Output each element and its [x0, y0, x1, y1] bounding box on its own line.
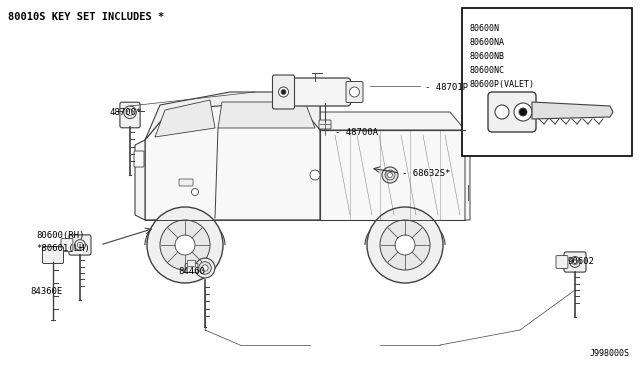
Circle shape	[198, 262, 211, 274]
FancyBboxPatch shape	[188, 260, 196, 267]
Circle shape	[570, 257, 580, 267]
FancyBboxPatch shape	[564, 252, 586, 272]
Circle shape	[310, 170, 320, 180]
Circle shape	[572, 259, 578, 265]
Circle shape	[281, 90, 286, 94]
Text: 80600N: 80600N	[470, 24, 500, 33]
Text: 80010S KEY SET INCLUDES *: 80010S KEY SET INCLUDES *	[8, 12, 164, 22]
Bar	[462, 8, 632, 156]
Polygon shape	[218, 102, 315, 128]
Text: 48700*: 48700*	[110, 108, 142, 116]
Circle shape	[385, 170, 395, 180]
FancyBboxPatch shape	[120, 102, 140, 128]
Circle shape	[382, 167, 398, 183]
Text: 84460: 84460	[178, 267, 205, 276]
Text: 90602: 90602	[568, 257, 595, 266]
Circle shape	[387, 173, 392, 177]
Circle shape	[380, 220, 430, 270]
Text: 80600NC: 80600NC	[470, 66, 505, 75]
Circle shape	[191, 189, 198, 196]
Circle shape	[77, 242, 83, 248]
Polygon shape	[145, 100, 320, 220]
Text: 80600(RH): 80600(RH)	[36, 231, 84, 240]
Circle shape	[127, 109, 133, 115]
Polygon shape	[320, 130, 465, 220]
Polygon shape	[532, 102, 613, 119]
Circle shape	[124, 106, 136, 119]
FancyBboxPatch shape	[346, 81, 363, 103]
Text: J998000S: J998000S	[590, 349, 630, 358]
FancyBboxPatch shape	[42, 247, 63, 263]
Text: 80600P(VALET): 80600P(VALET)	[470, 80, 535, 89]
Text: - 48701P: - 48701P	[425, 83, 468, 92]
Circle shape	[519, 108, 527, 116]
Polygon shape	[145, 92, 320, 140]
FancyBboxPatch shape	[185, 263, 198, 273]
Circle shape	[147, 207, 223, 283]
FancyBboxPatch shape	[69, 235, 91, 255]
Circle shape	[495, 105, 509, 119]
Circle shape	[514, 103, 532, 121]
Text: 80600NA: 80600NA	[470, 38, 505, 47]
Circle shape	[367, 207, 443, 283]
Polygon shape	[305, 112, 465, 130]
FancyBboxPatch shape	[556, 256, 568, 269]
Circle shape	[278, 87, 289, 97]
FancyBboxPatch shape	[488, 92, 536, 132]
FancyBboxPatch shape	[289, 78, 351, 106]
Text: - 48700A: - 48700A	[335, 128, 378, 137]
Polygon shape	[465, 128, 470, 220]
Circle shape	[160, 220, 210, 270]
Polygon shape	[135, 140, 145, 220]
FancyBboxPatch shape	[179, 179, 193, 186]
Circle shape	[195, 258, 215, 278]
Circle shape	[175, 235, 195, 255]
FancyBboxPatch shape	[273, 75, 294, 109]
Text: *80601(LH): *80601(LH)	[36, 244, 90, 253]
Polygon shape	[155, 100, 215, 137]
Text: - 68632S*: - 68632S*	[402, 169, 451, 177]
FancyBboxPatch shape	[319, 120, 331, 129]
Circle shape	[349, 87, 360, 97]
Text: 80600NB: 80600NB	[470, 52, 505, 61]
FancyBboxPatch shape	[134, 151, 144, 167]
Text: 84360E: 84360E	[30, 288, 62, 296]
Circle shape	[395, 235, 415, 255]
Circle shape	[202, 265, 208, 271]
FancyBboxPatch shape	[61, 238, 73, 251]
Circle shape	[75, 240, 85, 250]
